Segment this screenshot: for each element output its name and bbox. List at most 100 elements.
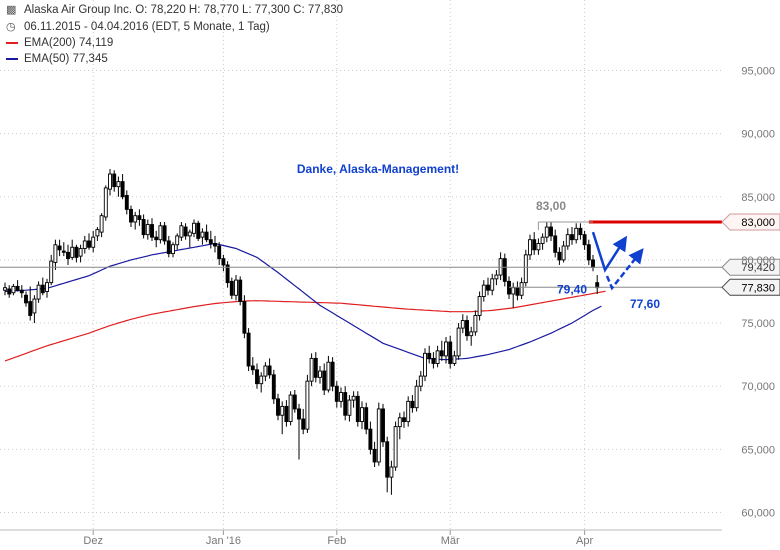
candle-body: [204, 231, 209, 241]
candle: [116, 176, 121, 197]
price-tag-79420: 79,420: [721, 258, 780, 276]
legend-ema200[interactable]: EMA(200) 74,119: [6, 37, 113, 49]
candle: [61, 242, 66, 257]
candle: [234, 275, 238, 301]
candle: [162, 222, 167, 245]
candle: [515, 281, 520, 301]
candle: [343, 386, 348, 421]
candle-body: [19, 289, 24, 294]
candle: [540, 233, 545, 250]
candle: [460, 314, 465, 334]
candle: [591, 254, 595, 272]
candle-body: [372, 448, 377, 463]
price-tag-83000-label: 83,000: [741, 217, 775, 229]
candle: [435, 345, 440, 368]
candle-body: [225, 264, 230, 284]
legend-ema50[interactable]: EMA(50) 77,345: [6, 53, 108, 65]
candle: [528, 234, 532, 260]
ema-lines: [4, 242, 606, 362]
candle-body: [150, 224, 154, 238]
candle-body: [200, 231, 205, 238]
candle: [95, 227, 100, 241]
bullish-arrow: [591, 231, 628, 273]
x-tick-label: Jan '16: [206, 535, 241, 547]
candle-body: [385, 441, 390, 478]
candle: [519, 277, 524, 300]
candle: [87, 233, 91, 250]
candle: [486, 277, 490, 296]
candle: [15, 280, 20, 292]
y-tick-label: 65,000: [741, 444, 775, 456]
candle: [263, 362, 268, 382]
candle: [364, 402, 369, 435]
candle-body: [213, 243, 217, 247]
candle: [456, 323, 461, 360]
x-tick-label: Apr: [576, 535, 593, 547]
candle-body: [465, 320, 469, 337]
candle-body: [91, 236, 96, 248]
candle-body: [486, 284, 490, 291]
candle-body: [255, 369, 259, 385]
candle: [292, 389, 297, 413]
candle: [288, 391, 293, 426]
candle-body: [171, 244, 175, 255]
candle: [301, 408, 306, 435]
annotations: 83,00 Danke, Alaska-Management! 79,40 77,60: [297, 162, 660, 311]
candle-body: [288, 394, 293, 423]
candle: [406, 396, 411, 427]
price-tag-79420-label: 79,420: [741, 262, 775, 274]
candle: [11, 283, 16, 296]
candle: [7, 285, 12, 298]
y-tick-label: 80,000: [741, 255, 775, 267]
candle: [595, 275, 600, 295]
candle: [444, 336, 448, 364]
candle: [129, 205, 133, 228]
candle: [372, 441, 377, 468]
candle-body: [351, 395, 356, 401]
candle-body: [532, 239, 537, 251]
candle-body: [309, 357, 314, 382]
candle: [82, 235, 87, 254]
y-tick-label: 95,000: [741, 65, 775, 77]
candle: [271, 369, 276, 404]
candle: [154, 230, 159, 248]
candle: [502, 253, 507, 287]
candle: [166, 235, 171, 258]
header-line-range: ◷ 06.11.2015 - 04.04.2016 (EDT, 5 Monate…: [6, 20, 270, 34]
candle-body: [3, 287, 7, 291]
candle-body: [242, 301, 247, 334]
candle: [448, 335, 453, 369]
candle: [137, 209, 142, 226]
candle: [368, 421, 373, 455]
candle: [141, 214, 146, 239]
candle-body: [154, 236, 159, 241]
candle-body: [32, 298, 37, 314]
candle-body: [116, 181, 121, 188]
header-line-instrument: ▩ Alaska Air Group Inc. O: 78,220 H: 78,…: [6, 3, 343, 17]
candle-body: [406, 400, 411, 423]
candle: [40, 277, 45, 296]
candle-body: [28, 301, 33, 316]
candle-body: [347, 399, 352, 416]
candle-body: [523, 254, 528, 284]
candle-body: [246, 332, 251, 367]
candle-body: [40, 284, 45, 294]
candle: [309, 353, 314, 387]
candle: [19, 285, 24, 298]
candle: [397, 412, 402, 440]
candle-body: [120, 181, 125, 198]
candle-body: [166, 240, 171, 255]
price-tag-83000-box: [721, 213, 780, 231]
candle: [469, 326, 474, 346]
candle-body: [124, 195, 129, 210]
candle: [326, 355, 331, 393]
candle-body: [187, 231, 192, 237]
candle-body: [591, 259, 595, 268]
ema50-swatch: [6, 58, 18, 60]
candle: [431, 352, 436, 369]
candle: [389, 460, 394, 495]
candle: [213, 235, 217, 253]
candle: [498, 252, 503, 281]
ema50-line: [4, 242, 602, 361]
